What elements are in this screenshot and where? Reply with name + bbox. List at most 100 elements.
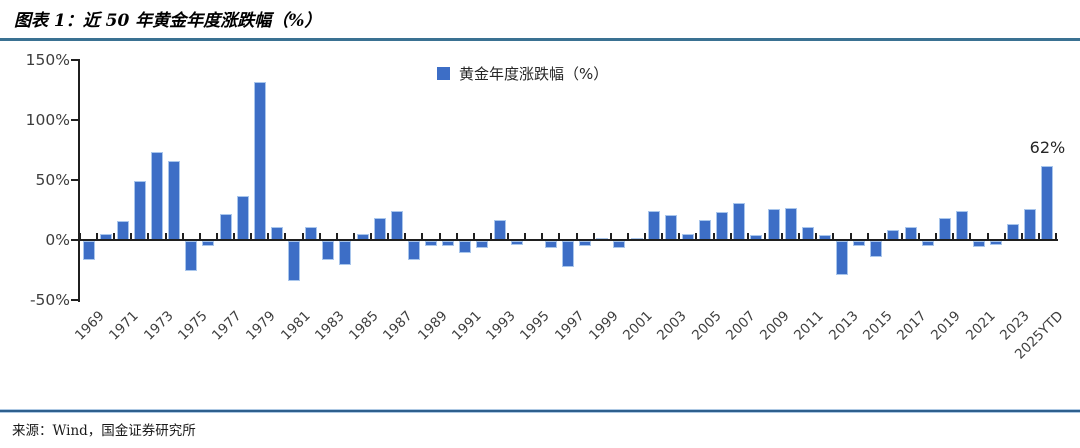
x-axis-tick xyxy=(181,233,184,240)
y-axis-tick-label: 0% xyxy=(45,231,70,249)
x-axis-tick xyxy=(1003,233,1006,240)
bar-1975 xyxy=(185,241,198,271)
x-axis-label-1983: 1983 xyxy=(311,308,348,344)
x-axis-tick xyxy=(798,233,801,240)
x-axis-tick xyxy=(969,233,972,240)
bar-1984 xyxy=(339,241,352,265)
x-axis-tick xyxy=(781,233,784,240)
bar-2000 xyxy=(613,241,626,249)
x-axis-label-1989: 1989 xyxy=(414,308,451,344)
x-axis-tick xyxy=(626,233,629,240)
x-axis-tick xyxy=(746,233,749,240)
x-axis-tick xyxy=(250,233,253,240)
x-axis-tick xyxy=(866,233,869,240)
x-axis-tick xyxy=(541,233,544,240)
bar-2023 xyxy=(1007,224,1020,240)
bar-1998 xyxy=(579,241,592,246)
bar-1979 xyxy=(253,81,266,240)
bar-1972 xyxy=(133,181,146,240)
x-axis-tick xyxy=(1020,233,1023,240)
y-axis-tick-label: -50% xyxy=(29,291,70,309)
x-axis-tick xyxy=(387,233,390,240)
x-axis-tick xyxy=(233,233,236,240)
bar-2007 xyxy=(733,202,746,240)
x-axis-label-1975: 1975 xyxy=(175,308,211,344)
bar-2021 xyxy=(972,241,985,247)
source-divider xyxy=(0,409,1080,413)
x-axis-tick xyxy=(729,233,732,240)
bar-2011 xyxy=(801,226,814,240)
x-axis-tick xyxy=(370,233,373,240)
bar-2020 xyxy=(955,211,968,240)
x-axis-tick xyxy=(421,233,424,240)
x-axis-tick xyxy=(883,233,886,240)
bar-2006 xyxy=(716,212,729,240)
x-axis-label-2013: 2013 xyxy=(825,308,862,344)
x-axis-tick xyxy=(986,233,989,240)
x-axis-tick xyxy=(455,233,458,240)
x-axis-tick xyxy=(284,233,287,240)
chart-plot-area: 黄金年度涨跌幅（%） 150% 100% 50% 0% -50% 1969 1971 1973… xyxy=(26,52,1067,363)
x-axis-tick xyxy=(695,233,698,240)
x-axis-label-1987: 1987 xyxy=(380,308,417,344)
x-axis-label-2007: 2007 xyxy=(722,308,759,344)
x-axis-tick xyxy=(215,233,218,240)
x-axis-label-2005: 2005 xyxy=(688,308,725,344)
bar-2015 xyxy=(870,241,883,257)
x-axis-label-1985: 1985 xyxy=(346,308,382,344)
bar-2019 xyxy=(938,218,951,240)
x-axis-label-1971: 1971 xyxy=(106,308,143,344)
x-axis-tick xyxy=(815,233,818,240)
bar-1978 xyxy=(236,195,249,240)
bar-1993 xyxy=(493,219,506,240)
x-axis-tick xyxy=(164,233,167,240)
bar-1969 xyxy=(82,241,95,261)
bar-2009 xyxy=(767,208,780,240)
x-axis-label-1993: 1993 xyxy=(483,308,519,344)
x-axis-tick xyxy=(267,233,270,240)
bar-2022 xyxy=(990,241,1003,245)
bar-2018 xyxy=(921,241,934,246)
x-axis-tick xyxy=(404,233,407,240)
chart-legend: 黄金年度涨跌幅（%） xyxy=(437,63,608,84)
x-axis-tick xyxy=(96,233,99,240)
bar-2025YTD xyxy=(1041,165,1054,240)
x-axis-tick xyxy=(1055,233,1057,240)
x-axis-tick xyxy=(952,233,955,240)
x-axis-label-1997: 1997 xyxy=(551,308,588,344)
bar-2003 xyxy=(664,214,677,240)
x-axis-tick xyxy=(644,233,647,240)
y-axis-tick-label: 50% xyxy=(35,171,70,189)
y-axis-tick xyxy=(71,59,79,61)
x-axis-tick xyxy=(130,233,133,240)
bar-1992 xyxy=(476,241,489,249)
x-axis-tick xyxy=(558,233,561,240)
bar-2010 xyxy=(784,207,797,240)
x-axis-label-1973: 1973 xyxy=(140,308,177,344)
x-axis-tick xyxy=(79,233,81,240)
x-axis-label-2019: 2019 xyxy=(928,308,965,344)
x-axis-label-2003: 2003 xyxy=(654,308,691,344)
bar-1990 xyxy=(442,241,455,246)
bar-1982 xyxy=(305,226,318,240)
x-axis-tick xyxy=(438,233,441,240)
x-axis-tick xyxy=(763,233,766,240)
x-axis-tick xyxy=(489,233,492,240)
x-axis-tick xyxy=(113,233,116,240)
bar-1974 xyxy=(168,160,181,240)
x-axis-tick xyxy=(832,233,835,240)
legend-label: 黄金年度涨跌幅（%） xyxy=(459,65,609,83)
x-axis-tick xyxy=(575,233,578,240)
x-axis-label-2017: 2017 xyxy=(894,308,930,344)
y-axis-tick xyxy=(71,119,79,121)
x-axis-label-1979: 1979 xyxy=(243,308,280,344)
x-axis-tick xyxy=(678,233,681,240)
x-axis-tick xyxy=(935,233,938,240)
y-axis-tick xyxy=(71,179,79,181)
figure-title: 图表 1：近 50 年黄金年度涨跌幅（%） xyxy=(14,11,322,31)
x-axis-label-2009: 2009 xyxy=(757,308,793,344)
bar-2017 xyxy=(904,226,917,240)
legend-swatch-icon xyxy=(437,67,450,80)
x-axis-label-1977: 1977 xyxy=(209,308,245,344)
